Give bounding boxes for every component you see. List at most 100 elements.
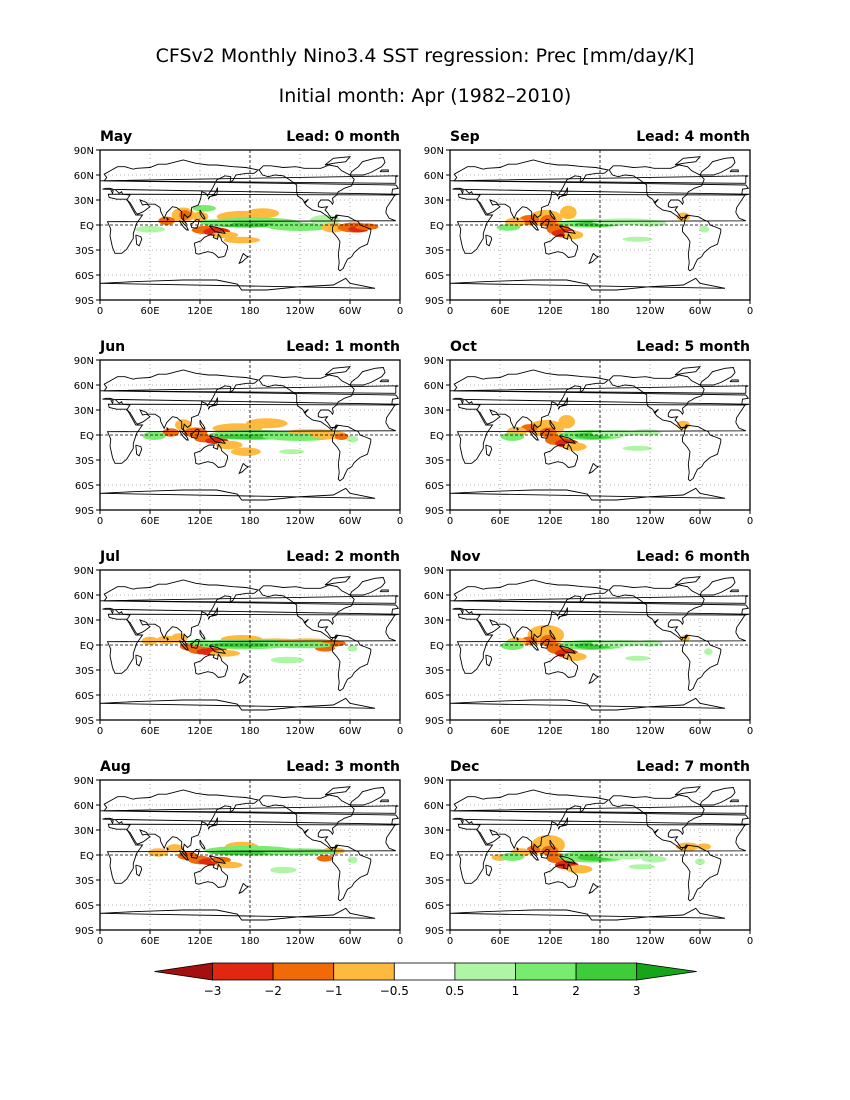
x-tick-label: 0 — [397, 936, 403, 947]
coastline — [557, 397, 568, 410]
panel-lead-label: Lead: 6 month — [636, 549, 750, 565]
coastline — [166, 847, 169, 851]
coastline — [258, 794, 355, 851]
y-tick-label: 30S — [425, 246, 444, 257]
x-tick-label: 120E — [537, 306, 562, 317]
coastline — [106, 823, 396, 884]
coastline — [193, 443, 228, 468]
coastline — [199, 209, 206, 220]
coastline — [100, 277, 376, 291]
coastline — [100, 385, 399, 394]
x-tick-label: 120W — [286, 306, 315, 317]
coastline — [528, 640, 540, 651]
y-tick-label: 30S — [425, 666, 444, 677]
y-tick-label: 90N — [74, 356, 94, 367]
anomaly-area — [697, 843, 711, 850]
coastline — [190, 218, 200, 229]
map-panel: 0 60E 120E 180 120W 60W 0 90N 60N 30N EQ 30S 60S 90S J… — [74, 549, 403, 737]
y-tick-label: 90S — [425, 296, 444, 307]
colorbar-label: −2 — [264, 984, 282, 998]
coastline — [193, 653, 228, 678]
x-tick-label: 60E — [140, 726, 159, 737]
coastline — [135, 864, 143, 877]
coastline — [258, 374, 355, 431]
x-tick-label: 120E — [537, 936, 562, 947]
coastline — [674, 576, 702, 586]
panel-lead-label: Lead: 7 month — [636, 759, 750, 775]
y-tick-label: 60N — [424, 171, 444, 182]
y-tick-label: 60S — [75, 481, 94, 492]
coastline — [332, 634, 372, 692]
colorbar-low-arrow — [154, 962, 213, 981]
x-tick-label: 120W — [286, 936, 315, 947]
anomaly-area — [279, 449, 305, 455]
coastline — [557, 187, 568, 200]
x-tick-label: 60W — [689, 726, 712, 737]
coastline — [193, 233, 228, 258]
y-tick-label: EQ — [430, 221, 444, 232]
coastline — [516, 427, 519, 431]
coastline — [102, 789, 400, 855]
x-tick-label: 0 — [97, 516, 103, 527]
x-tick-label: 180 — [240, 306, 259, 317]
anomaly-area — [699, 225, 710, 233]
x-tick-label: 60W — [689, 936, 712, 947]
anomaly-area — [695, 858, 705, 865]
y-tick-label: 90S — [425, 926, 444, 937]
anomaly-area — [135, 225, 165, 233]
coastline — [540, 218, 550, 229]
x-tick-label: 120W — [636, 936, 665, 947]
x-tick-label: 60W — [339, 936, 362, 947]
anomaly-area — [230, 447, 261, 456]
coastline — [238, 882, 250, 895]
coastline — [450, 385, 749, 394]
x-tick-label: 120E — [187, 516, 212, 527]
x-tick-label: 60E — [490, 306, 509, 317]
coastline — [258, 584, 355, 641]
coastline — [100, 697, 376, 711]
coastline — [729, 379, 739, 383]
coastline — [699, 787, 736, 806]
anomaly-area — [641, 855, 667, 863]
coastline — [456, 403, 746, 464]
anomaly-area — [270, 656, 305, 664]
colorbar-label: 2 — [572, 984, 580, 998]
y-tick-label: 60N — [74, 591, 94, 602]
coastline — [588, 252, 600, 265]
anomaly-area — [347, 856, 358, 864]
x-tick-label: 180 — [590, 726, 609, 737]
coastline — [178, 850, 190, 861]
colorbar-label: −1 — [325, 984, 343, 998]
coastline — [456, 823, 746, 884]
coastline — [558, 645, 577, 654]
panel-lead-label: Lead: 3 month — [286, 759, 400, 775]
anomaly-area — [270, 866, 297, 874]
coastline — [588, 672, 600, 685]
coastline — [332, 844, 372, 902]
x-tick-label: 120W — [636, 306, 665, 317]
x-tick-label: 0 — [397, 516, 403, 527]
coastline — [608, 794, 705, 851]
anomaly-area — [245, 208, 280, 219]
y-tick-label: 60N — [424, 381, 444, 392]
coastline — [674, 156, 702, 166]
coastline — [238, 462, 250, 475]
coastline — [528, 220, 540, 231]
coastline — [543, 653, 578, 678]
y-tick-label: 30N — [424, 406, 444, 417]
anomaly-area — [142, 431, 166, 440]
x-tick-label: 0 — [97, 726, 103, 737]
coastline — [379, 169, 389, 173]
panel-lead-label: Lead: 4 month — [636, 129, 750, 145]
coastline — [208, 225, 227, 234]
coastline — [549, 209, 556, 220]
figure-subtitle: Initial month: Apr (1982–2010) — [279, 85, 572, 107]
coastline — [549, 629, 556, 640]
colorbar-high-arrow — [636, 962, 697, 981]
y-tick-label: 60N — [74, 801, 94, 812]
coastline — [549, 419, 556, 430]
x-tick-label: 60E — [140, 936, 159, 947]
anomaly-area — [335, 433, 349, 440]
y-tick-label: 60N — [74, 381, 94, 392]
coastline — [682, 634, 722, 692]
